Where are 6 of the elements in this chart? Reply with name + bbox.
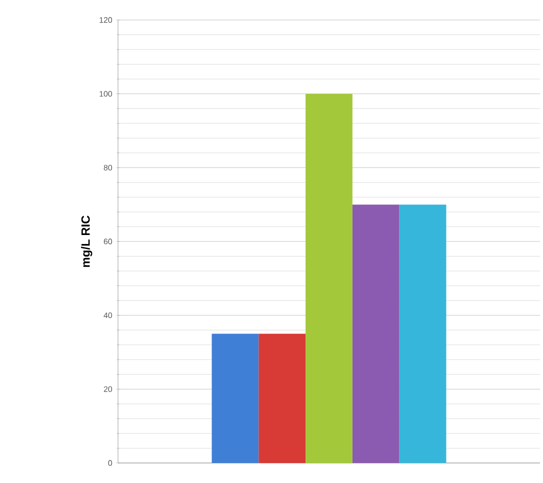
y-axis-title: mg/L RIC — [81, 216, 92, 267]
bar — [399, 204, 446, 463]
bar — [258, 334, 306, 463]
bar — [212, 334, 259, 463]
bar — [306, 94, 352, 463]
bar — [352, 204, 400, 463]
